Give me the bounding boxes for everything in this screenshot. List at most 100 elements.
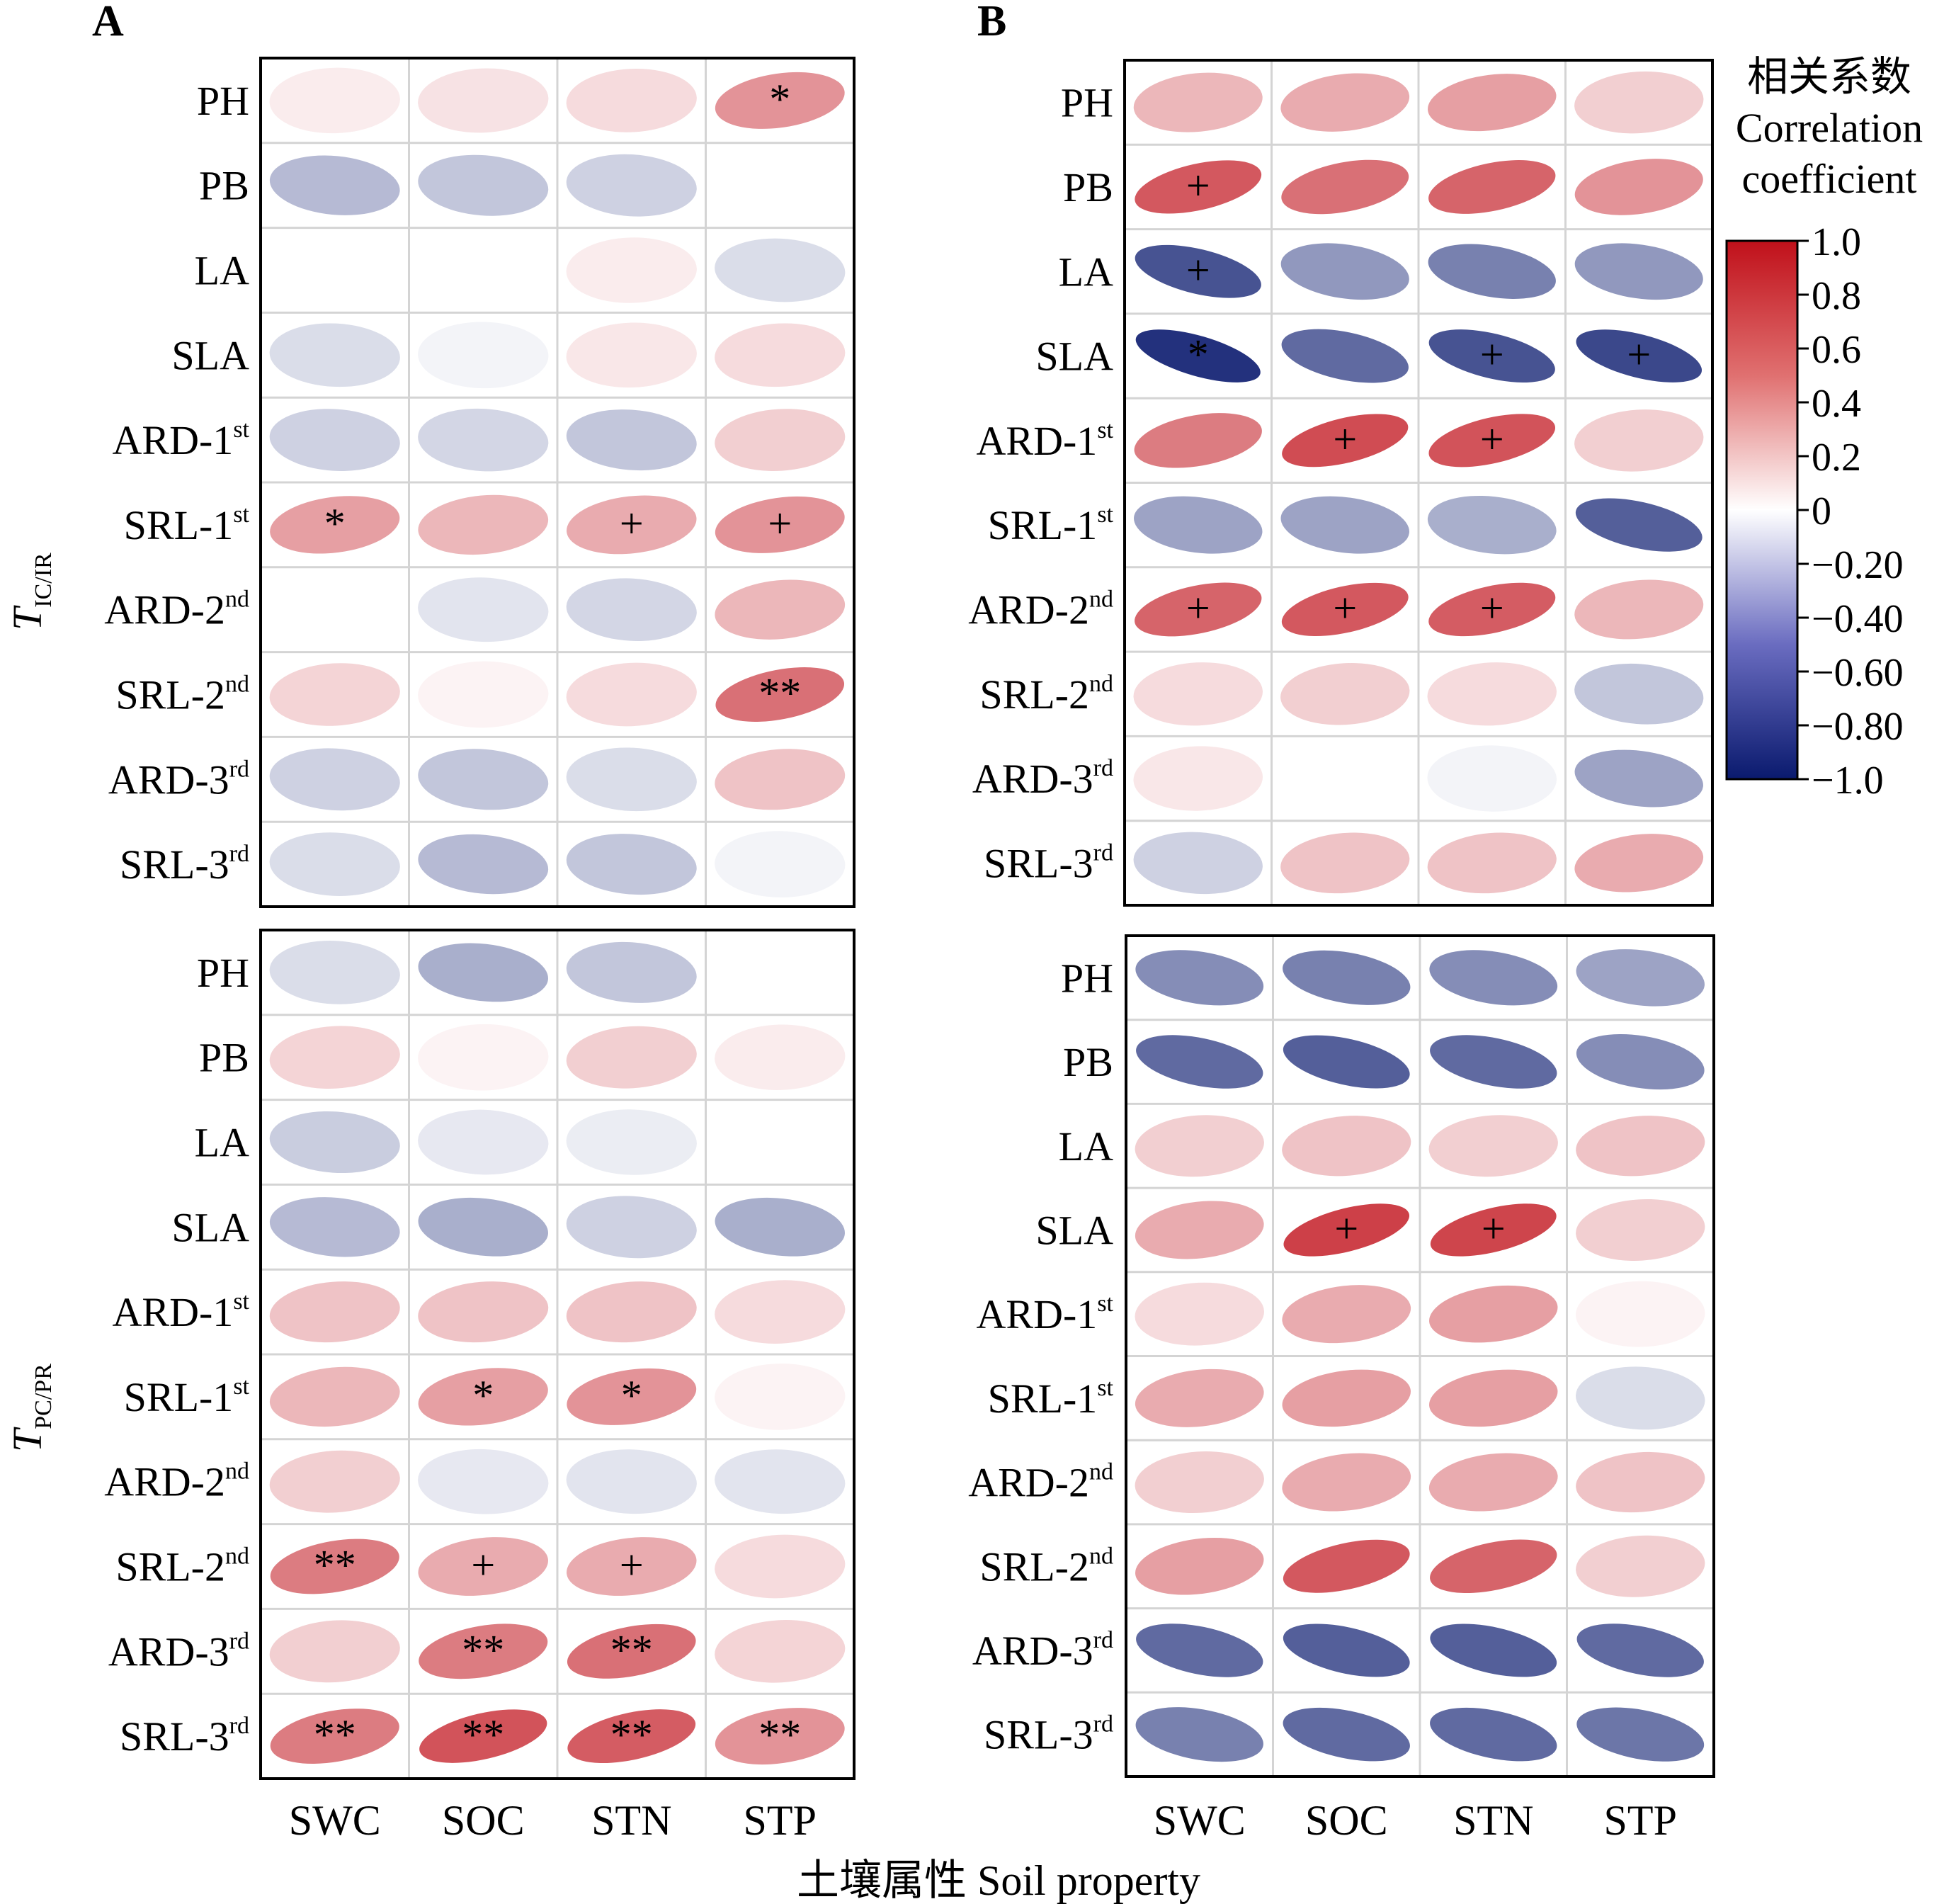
- correlation-ellipse: [1134, 496, 1263, 554]
- significance-mark: *: [621, 1372, 642, 1419]
- correlation-ellipse: [1576, 1366, 1705, 1430]
- correlation-ellipse: [1136, 1624, 1263, 1677]
- row-label: ARD-2nd: [968, 1459, 1113, 1506]
- correlation-ellipse: [1574, 749, 1703, 808]
- significance-mark: +: [1333, 416, 1357, 463]
- significance-mark: +: [1480, 332, 1504, 378]
- correlation-ellipse: [1280, 663, 1410, 725]
- correlation-ellipse: [567, 1537, 697, 1596]
- correlation-ellipse: [566, 154, 697, 217]
- correlation-ellipse: [1428, 582, 1556, 637]
- legend-tick-label: 1.0: [1812, 220, 1861, 264]
- significance-mark: **: [758, 1711, 801, 1758]
- correlation-ellipse: [567, 1709, 696, 1764]
- correlation-ellipse: [715, 831, 846, 897]
- correlation-ellipse: [1135, 1537, 1264, 1595]
- row-label: SLA: [1035, 334, 1113, 380]
- row-label: SRL-1st: [124, 502, 250, 548]
- legend-colorbar: [1725, 239, 1799, 781]
- correlation-ellipse: [418, 834, 549, 895]
- row-label: SRL-3rd: [984, 839, 1113, 886]
- correlation-ellipse: [269, 155, 400, 215]
- correlation-ellipse: [1576, 1451, 1705, 1513]
- correlation-ellipse: [1280, 243, 1409, 300]
- color-legend: 相关系数 Correlation coefficient 1.0 0.8 0.6 0.…: [1725, 54, 1923, 803]
- correlation-ellipse: [1574, 71, 1704, 134]
- correlation-ellipse: [715, 1364, 846, 1430]
- row-label: LA: [1059, 1123, 1113, 1169]
- correlation-ellipse: [715, 323, 846, 387]
- row-label: ARD-1st: [977, 1291, 1114, 1337]
- correlation-ellipse: [715, 1620, 846, 1683]
- correlation-ellipse: [1430, 1203, 1557, 1257]
- correlation-ellipse: [566, 322, 697, 388]
- correlation-ellipse: [269, 1026, 400, 1089]
- correlation-ellipse: [1576, 1624, 1704, 1677]
- correlation-ellipse: [1427, 745, 1557, 812]
- correlation-ellipse: [1135, 244, 1261, 298]
- legend-tick-label: −1.0: [1812, 759, 1884, 803]
- significance-mark: +: [1333, 584, 1357, 631]
- correlation-ellipse: [269, 1620, 400, 1683]
- correlation-ellipse: [1429, 1369, 1558, 1427]
- legend-tick-label: 0.2: [1812, 436, 1861, 480]
- legend-title-en-1: Correlation: [1736, 105, 1923, 151]
- correlation-ellipse: [418, 1537, 548, 1596]
- correlation-ellipse: [1133, 832, 1263, 895]
- row-label: ARD-3rd: [108, 1628, 249, 1674]
- significance-mark: **: [462, 1626, 504, 1673]
- column-label: STP: [1604, 1797, 1677, 1844]
- row-label: LA: [1059, 249, 1113, 295]
- correlation-ellipse: [566, 941, 697, 1003]
- correlation-ellipse: [1135, 160, 1262, 214]
- correlation-ellipse: [1576, 1707, 1705, 1762]
- row-label: ARD-1st: [113, 1288, 250, 1335]
- correlation-ellipse: [1430, 1624, 1557, 1677]
- panel-label-b: B: [977, 0, 1006, 45]
- correlation-ellipse: [715, 496, 845, 553]
- correlation-ellipse: [566, 237, 697, 303]
- legend-tick-label: 0.8: [1812, 274, 1861, 318]
- correlation-ellipse: [1428, 74, 1557, 132]
- correlation-ellipse: [715, 1024, 846, 1090]
- significance-mark: **: [462, 1711, 504, 1758]
- correlation-ellipse: [566, 578, 697, 641]
- row-label: ARD-3rd: [972, 1627, 1113, 1674]
- correlation-ellipse: [270, 496, 400, 554]
- correlation-ellipse: [1280, 73, 1410, 132]
- side-title-bottom: TPC/PR: [4, 1364, 57, 1452]
- row-label: SRL-2nd: [979, 1543, 1113, 1590]
- correlation-ellipse: [715, 409, 846, 472]
- correlation-ellipse: [567, 1368, 697, 1425]
- correlation-ellipse: [1428, 1453, 1558, 1512]
- correlation-ellipse: [269, 941, 400, 1004]
- panel-a-bottom: * *** + +** **** ** ** **PHPBLASLAARD-1stSRL-1s…: [104, 929, 856, 1780]
- correlation-ellipse: [1135, 329, 1261, 382]
- row-label: PB: [199, 1035, 249, 1081]
- column-label: STN: [591, 1797, 671, 1844]
- significance-mark: +: [768, 500, 792, 547]
- significance-mark: +: [1480, 416, 1504, 463]
- correlation-ellipse: [1135, 582, 1262, 637]
- correlation-ellipse: [1282, 1116, 1411, 1177]
- correlation-ellipse: [1427, 832, 1557, 894]
- significance-mark: *: [769, 76, 790, 123]
- correlation-ellipse: [1574, 834, 1704, 892]
- row-label: PH: [1061, 955, 1113, 1001]
- correlation-ellipse: [418, 1024, 549, 1091]
- correlation-ellipse: [270, 1538, 399, 1594]
- row-label: ARD-1st: [977, 417, 1114, 464]
- correlation-ellipse: [715, 72, 845, 129]
- correlation-ellipse: [1574, 579, 1704, 640]
- significance-mark: **: [314, 1542, 356, 1589]
- correlation-ellipse: [1427, 662, 1557, 726]
- row-label: ARD-3rd: [972, 755, 1113, 802]
- correlation-ellipse: [566, 1449, 697, 1514]
- correlation-ellipse: [1430, 1707, 1557, 1762]
- correlation-ellipse: [1135, 1368, 1264, 1427]
- row-label: LA: [195, 1120, 249, 1166]
- correlation-ellipse: [419, 1624, 548, 1679]
- significance-mark: +: [1334, 1205, 1358, 1252]
- significance-mark: **: [758, 670, 801, 717]
